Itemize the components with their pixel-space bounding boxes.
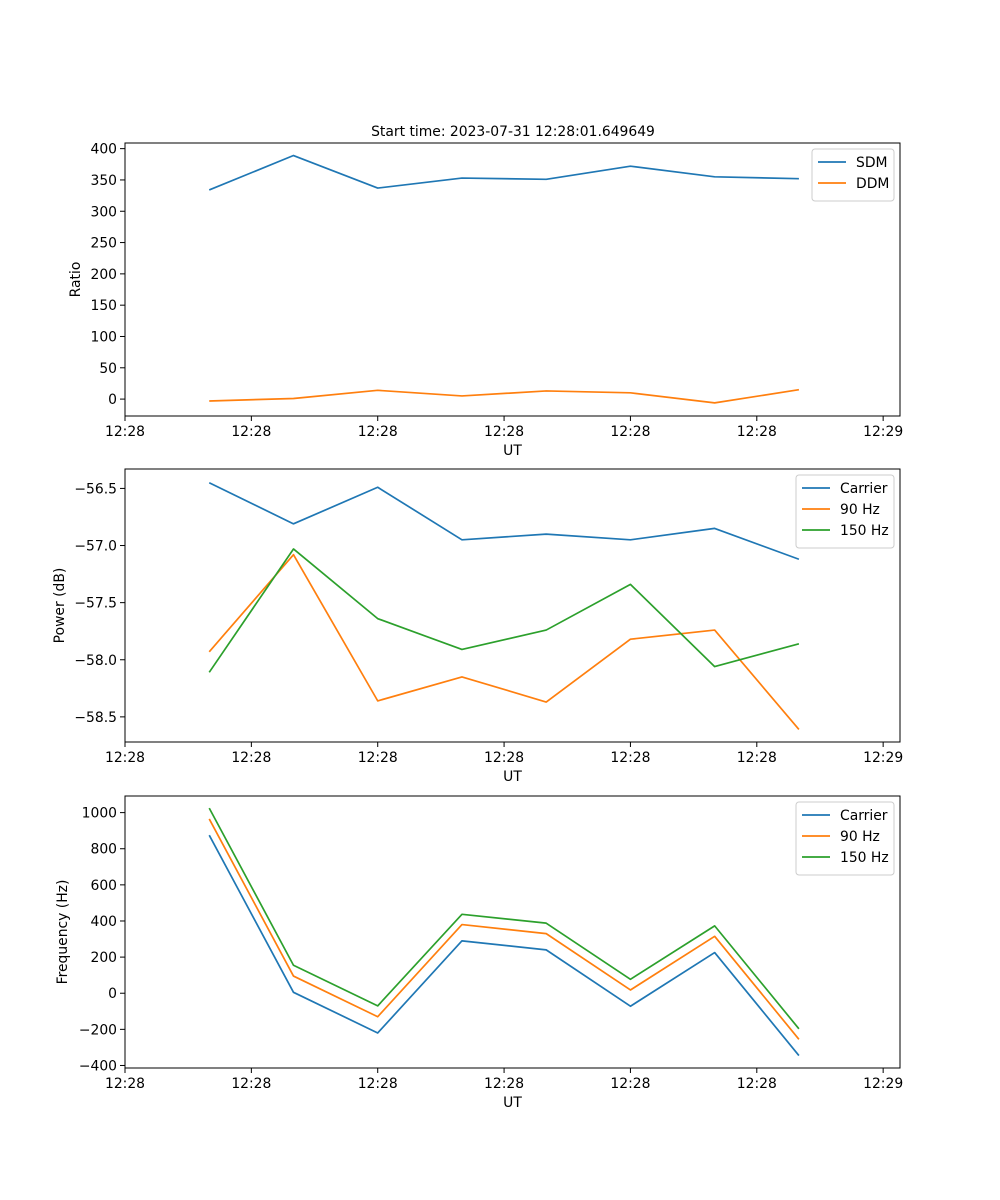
series-line-90-hz [208,818,800,1040]
y-tick-label: −58.0 [74,653,117,669]
y-tick-label: 50 [99,361,117,377]
legend-label: 90 Hz [840,502,880,518]
y-tick-label: 100 [90,329,117,345]
x-tick-label: 12:28 [358,750,398,766]
x-tick-label: 12:28 [610,1076,650,1092]
axes-frame [124,142,901,417]
x-tick-label: 12:28 [484,1076,524,1092]
y-tick-label: 0 [108,986,117,1002]
x-tick-label: 12:29 [863,424,903,440]
series-line-sdm [208,154,799,191]
axes-frame [124,795,901,1069]
series-line-carrier [208,834,800,1057]
x-axis-label: UT [503,769,522,785]
x-axis-label: UT [503,1095,522,1111]
x-tick-label: 12:28 [231,1076,271,1092]
x-axis-label: UT [503,443,522,459]
y-axis-label: Frequency (Hz) [55,880,71,985]
legend-label: SDM [856,155,888,171]
series-line-90-hz [208,553,800,730]
series-line-carrier [208,481,800,561]
y-tick-label: 400 [90,914,117,930]
y-tick-label: 250 [90,236,117,252]
series-line-ddm [209,388,800,404]
x-tick-label: 12:28 [358,424,398,440]
x-tick-label: 12:29 [863,750,903,766]
y-tick-label: 600 [90,878,117,894]
legend: Carrier 90 Hz 150 Hz [795,474,895,549]
frequency-panel: 12:28 12:28 12:28 12:28 12:28 12:28 12:29 1000 8… [55,795,903,1111]
x-tick-label: 12:28 [231,424,271,440]
x-tick-label: 12:28 [358,1076,398,1092]
x-tick-label: 12:28 [105,750,145,766]
x-tick-label: 12:29 [863,1076,903,1092]
figure-title: Start time: 2023-07-31 12:28:01.649649 [371,124,655,140]
y-tick-label: 200 [90,267,117,283]
series-line-150-hz [208,548,800,673]
y-tick-label: 1000 [82,806,117,822]
axes-frame [124,468,901,743]
x-tick-label: 12:28 [484,750,524,766]
x-tick-label: 12:28 [231,750,271,766]
legend-label: 90 Hz [840,829,880,845]
legend: Carrier 90 Hz 150 Hz [795,801,895,876]
y-tick-label: −400 [79,1058,117,1074]
y-tick-label: 300 [90,204,117,220]
x-tick-label: 12:28 [737,1076,777,1092]
series-line-150-hz [208,807,800,1030]
y-tick-label: 150 [90,298,117,314]
legend-label: DDM [856,176,889,192]
y-axis-label: Ratio [68,262,84,298]
legend-label: 150 Hz [840,850,889,866]
y-tick-label: 350 [90,173,117,189]
x-tick-label: 12:28 [737,424,777,440]
x-tick-label: 12:28 [484,424,524,440]
y-tick-label: −57.0 [74,539,117,555]
legend-label: 150 Hz [840,523,889,539]
y-tick-label: 0 [108,392,117,408]
y-tick-label: 800 [90,842,117,858]
y-tick-label: −56.5 [74,481,117,497]
x-tick-label: 12:28 [105,424,145,440]
legend-label: Carrier [840,808,888,824]
power-panel: 12:28 12:28 12:28 12:28 12:28 12:28 12:29 −56.5… [52,468,903,785]
x-tick-label: 12:28 [105,1076,145,1092]
y-axis-label: Power (dB) [52,568,68,644]
y-tick-label: 200 [90,950,117,966]
x-tick-label: 12:28 [610,750,650,766]
y-tick-label: −200 [79,1022,117,1038]
legend: SDM DDM [811,148,895,202]
y-tick-label: 400 [90,142,117,158]
x-tick-label: 12:28 [737,750,777,766]
x-tick-label: 12:28 [610,424,650,440]
y-tick-label: −58.5 [74,710,117,726]
y-tick-label: −57.5 [74,596,117,612]
legend-label: Carrier [840,481,888,497]
ratio-panel: 12:28 12:28 12:28 12:28 12:28 12:28 12:29 0 50 10… [68,142,903,459]
